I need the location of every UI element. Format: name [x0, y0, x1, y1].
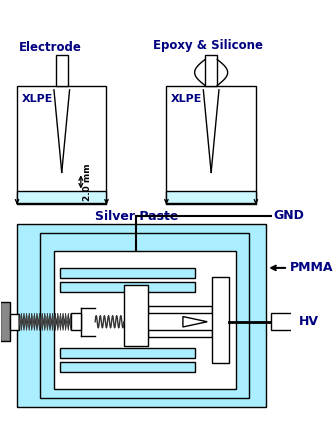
Polygon shape: [34, 313, 37, 331]
Bar: [53, 251, 236, 389]
Text: XLPE: XLPE: [171, 94, 202, 104]
Polygon shape: [50, 313, 53, 331]
Bar: [17, 85, 107, 203]
Bar: [60, 348, 195, 358]
Text: Silver Paste: Silver Paste: [95, 210, 178, 223]
Polygon shape: [24, 313, 27, 331]
Bar: [211, 277, 229, 363]
Polygon shape: [29, 313, 32, 331]
Bar: [56, 55, 68, 85]
Polygon shape: [32, 313, 34, 331]
Text: HV: HV: [299, 315, 318, 328]
Polygon shape: [47, 313, 50, 331]
Polygon shape: [40, 313, 42, 331]
Polygon shape: [60, 313, 63, 331]
Polygon shape: [183, 316, 207, 327]
Bar: [10, 314, 19, 330]
Text: GND: GND: [273, 210, 304, 222]
Polygon shape: [19, 313, 21, 331]
Bar: [124, 285, 148, 346]
Bar: [271, 313, 297, 331]
Bar: [60, 362, 195, 372]
Bar: [148, 306, 211, 313]
Bar: [205, 55, 217, 85]
Bar: [166, 85, 256, 203]
Text: Epoxy & Silicone: Epoxy & Silicone: [153, 39, 264, 52]
Polygon shape: [53, 313, 55, 331]
Polygon shape: [45, 313, 47, 331]
Bar: [60, 268, 195, 278]
Polygon shape: [58, 313, 60, 331]
Bar: [60, 282, 195, 292]
Bar: [0, 302, 10, 341]
Polygon shape: [42, 313, 45, 331]
Bar: [148, 331, 211, 337]
Text: Electrode: Electrode: [19, 41, 81, 54]
Text: 2.0 mm: 2.0 mm: [84, 163, 93, 201]
Bar: [17, 191, 107, 203]
Text: PMMA: PMMA: [290, 261, 333, 274]
Bar: [17, 225, 266, 407]
Polygon shape: [37, 313, 40, 331]
Polygon shape: [66, 313, 68, 331]
Polygon shape: [21, 313, 24, 331]
Text: XLPE: XLPE: [21, 94, 53, 104]
Polygon shape: [63, 313, 66, 331]
Polygon shape: [68, 313, 71, 331]
Bar: [40, 233, 249, 398]
Polygon shape: [55, 313, 58, 331]
Polygon shape: [27, 313, 29, 331]
Bar: [71, 313, 81, 331]
Bar: [166, 191, 256, 203]
